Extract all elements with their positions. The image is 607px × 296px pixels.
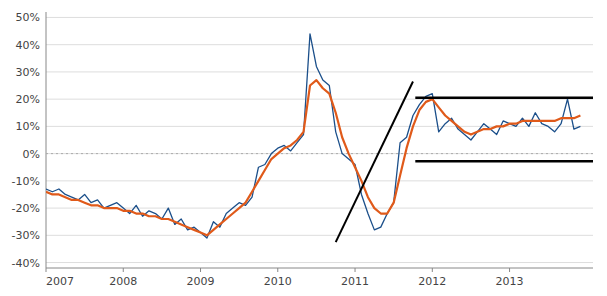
grid-line [46,17,593,18]
x-tick [509,268,510,272]
x-tick [355,268,356,272]
x-tick-label: 2010 [264,275,292,288]
x-axis-line [46,268,593,269]
grid [46,17,593,262]
grid-line [46,235,593,236]
x-tick-label: 2008 [109,275,137,288]
series-line [46,34,580,238]
y-tick-label: -20% [12,202,40,215]
grid-line [46,208,593,209]
y-tick-label: 30% [16,66,40,79]
y-tick-label: 50% [16,11,40,24]
annotation-hline [415,97,593,100]
y-axis-line [46,12,47,268]
x-tick-label: 2009 [187,275,215,288]
grid-line [46,153,593,154]
reference-line [46,153,593,154]
y-tick-label: 10% [16,120,40,133]
x-tick [277,268,278,272]
x-tick-label: 2013 [496,275,524,288]
x-tick [200,268,201,272]
grid-line [46,180,593,181]
y-tick-label: -10% [12,175,40,188]
grid-line [46,99,593,100]
grid-line [46,126,593,127]
plot-area [46,34,593,242]
chart: -40% -30% -20% -10% 0% 10% 20% 30% 40% 50% 2007 200… [0,0,607,296]
y-tick-label: 40% [16,39,40,52]
x-tick [46,268,47,272]
y-tick-label: 0% [23,148,40,161]
series-line [46,80,580,235]
annotation-segment [336,81,413,242]
x-tick [432,268,433,272]
x-tick-label: 2011 [341,275,369,288]
grid-line [46,44,593,45]
y-tick-label: -40% [12,257,40,270]
x-tick-label: 2007 [46,275,74,288]
tick-labels: -40% -30% -20% -10% 0% 10% 20% 30% 40% 50% 2007 200… [12,11,524,288]
x-tick-label: 2012 [418,275,446,288]
y-tick-label: -30% [12,229,40,242]
annotation-hline [415,160,593,163]
y-tick-label: 20% [16,93,40,106]
x-tick [123,268,124,272]
grid-line [46,262,593,263]
